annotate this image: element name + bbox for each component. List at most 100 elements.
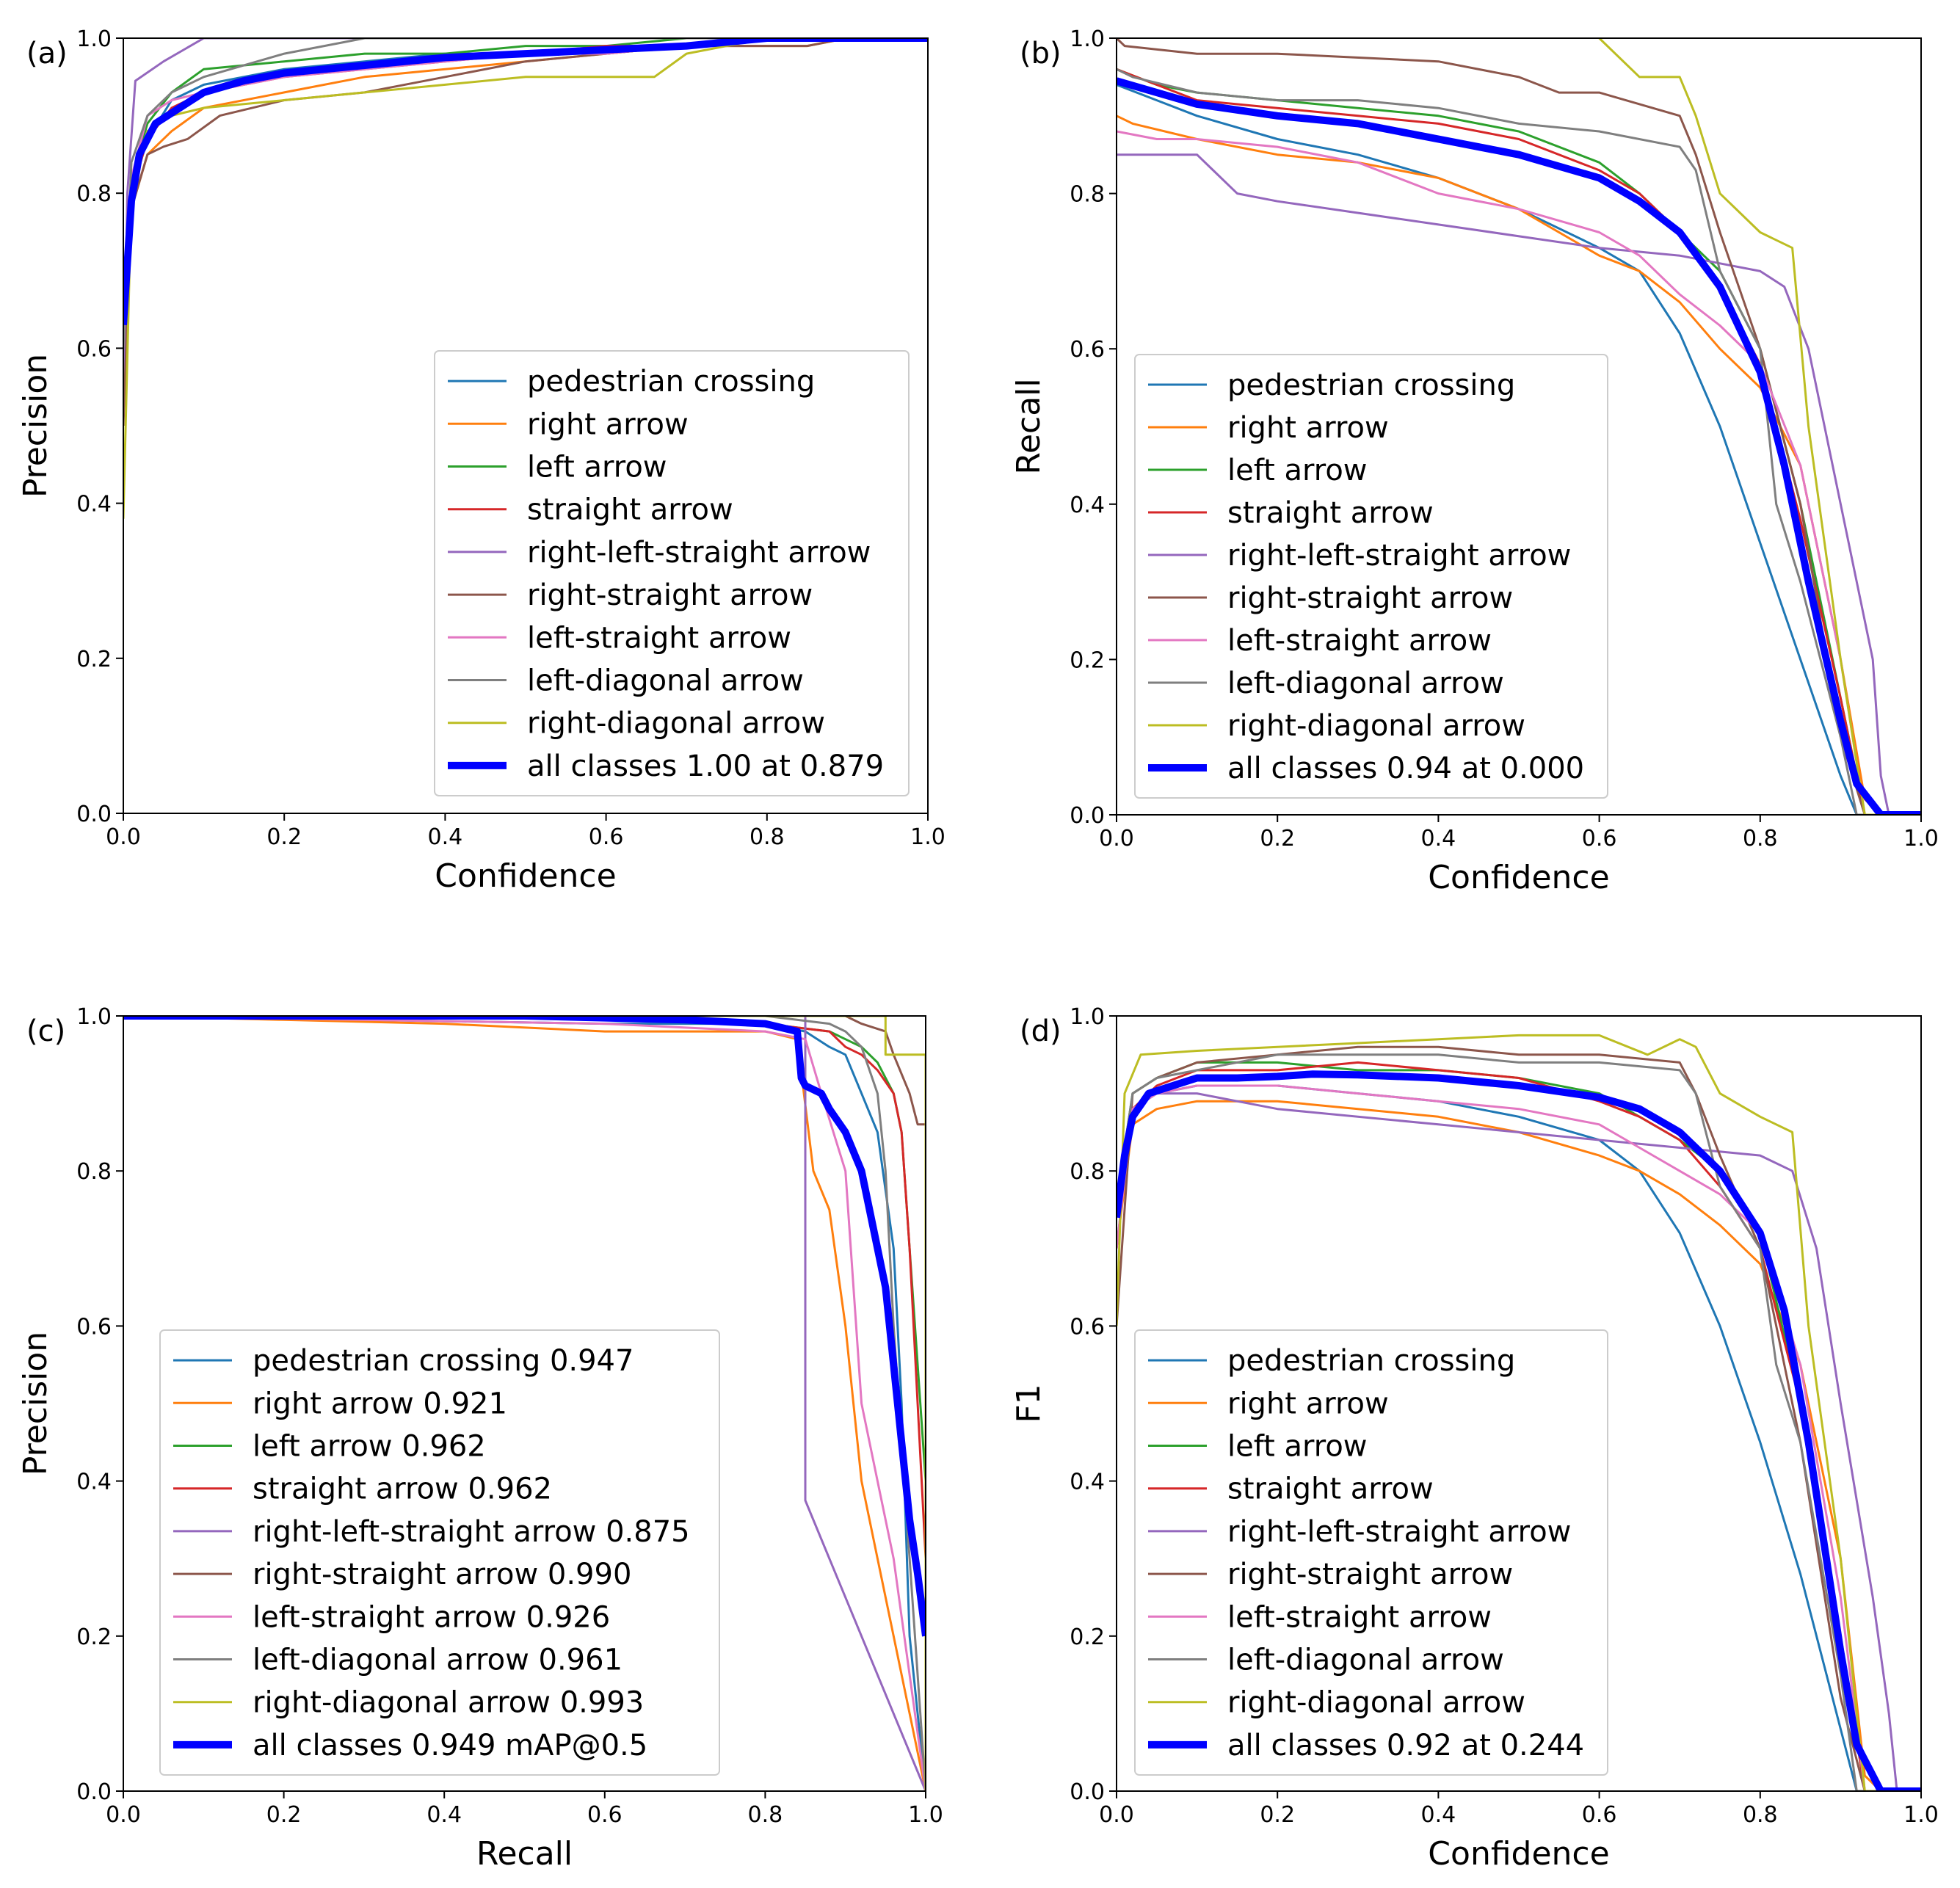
legend-entry: left-straight arrow	[1227, 1600, 1492, 1634]
series-line-9	[123, 1016, 926, 1637]
series-line-7	[123, 38, 928, 349]
legend-entry: right arrow 0.921	[253, 1387, 507, 1420]
legend-entry: right-diagonal arrow	[527, 707, 825, 741]
x-tick-label: 1.0	[908, 1802, 943, 1828]
y-tick-label: 0.6	[76, 1314, 112, 1340]
legend-entry: straight arrow 0.962	[253, 1473, 552, 1506]
y-tick-label: 0.0	[76, 1779, 112, 1805]
legend-entry: left-diagonal arrow	[1227, 667, 1504, 700]
series-line-7	[1117, 68, 1921, 815]
legend-entry: left arrow	[527, 451, 667, 484]
legend-entry: straight arrow	[1227, 1473, 1434, 1506]
series-line-7	[1117, 1053, 1921, 1791]
y-tick-label: 0.2	[76, 647, 112, 672]
legend-entry: right-straight arrow	[527, 578, 813, 612]
x-tick-label: 0.4	[1421, 826, 1456, 852]
legend-box	[159, 1329, 720, 1776]
y-tick-label: 1.0	[76, 1004, 112, 1030]
x-tick-label: 0.6	[589, 824, 624, 850]
legend: pedestrian crossing 0.947 right arrow 0.9…	[159, 1329, 720, 1776]
legend-entry: pedestrian crossing 0.947	[253, 1344, 634, 1378]
x-tick-label: 0.4	[428, 824, 463, 850]
series-line-8	[1117, 1034, 1921, 1791]
series-line-1	[123, 38, 928, 388]
legend-entry: left arrow	[1227, 454, 1368, 487]
legend: pedestrian crossing right arrow left arrow…	[434, 350, 910, 796]
y-axis-label: Recall	[1010, 378, 1048, 474]
x-tick-label: 0.6	[1582, 1802, 1617, 1828]
y-tick-label: 0.8	[1070, 182, 1105, 208]
x-tick-label: 0.0	[106, 1802, 141, 1828]
legend-entry: right-straight arrow	[1227, 581, 1513, 615]
x-tick-label: 0.8	[748, 1802, 783, 1828]
legend-entry: right-straight arrow 0.990	[253, 1558, 631, 1591]
series-line-5	[123, 38, 928, 426]
series-line-8	[123, 1016, 926, 1791]
series-line-6	[1117, 1084, 1921, 1791]
y-tick-label: 0.8	[76, 181, 112, 207]
plot-frame	[123, 37, 929, 814]
legend-entry: right-diagonal arrow 0.993	[253, 1686, 644, 1720]
legend-entry: pedestrian crossing	[527, 365, 815, 399]
y-tick-label: 1.0	[76, 26, 112, 52]
plot-frame	[1116, 1015, 1922, 1792]
y-tick-label: 0.2	[1070, 1624, 1105, 1650]
y-axis-label: Precision	[17, 354, 54, 498]
legend: pedestrian crossing right arrow left arrow…	[1134, 354, 1608, 799]
legend-entry: right-left-straight arrow	[1227, 539, 1571, 573]
x-tick-label: 0.2	[266, 824, 302, 850]
legend-entry: right arrow	[1227, 411, 1389, 445]
y-tick-label: 0.0	[1070, 803, 1105, 829]
x-tick-label: 0.4	[427, 1802, 462, 1828]
x-tick-label: 0.0	[1099, 1802, 1134, 1828]
legend-entry: left-diagonal arrow 0.961	[253, 1644, 623, 1677]
legend-entry: right-diagonal arrow	[1227, 709, 1525, 743]
series-line-9	[123, 38, 928, 326]
legend-entry: right-straight arrow	[1227, 1558, 1513, 1591]
series-lines	[123, 1016, 926, 1791]
legend-box	[434, 350, 910, 796]
plot-frame	[1116, 37, 1922, 816]
series-line-5	[123, 1016, 926, 1126]
series-lines	[1117, 38, 1921, 815]
x-tick-label: 0.0	[106, 824, 141, 850]
series-line-4	[1117, 1092, 1921, 1791]
x-tick-label: 0.8	[1743, 826, 1778, 852]
x-axis-label: Confidence	[1428, 859, 1609, 896]
legend-entry: right arrow	[527, 407, 689, 441]
series-lines	[1117, 1034, 1921, 1791]
x-tick-label: 1.0	[1903, 1802, 1939, 1828]
y-axis-label: Precision	[17, 1332, 54, 1475]
legend: pedestrian crossing right arrow left arrow…	[1134, 1329, 1608, 1776]
series-line-9	[1117, 1070, 1921, 1791]
y-tick-label: 0.6	[1070, 337, 1105, 363]
legend-entry: right-left-straight arrow 0.875	[253, 1515, 690, 1549]
x-tick-label: 0.0	[1099, 826, 1134, 852]
y-tick-label: 0.2	[76, 1624, 112, 1650]
legend-entry: left arrow 0.962	[253, 1430, 486, 1464]
y-tick-label: 1.0	[1070, 1004, 1105, 1030]
legend-entry: right-left-straight arrow	[527, 536, 871, 570]
panel-letter: (a)	[26, 37, 68, 70]
x-tick-label: 1.0	[1903, 826, 1939, 852]
legend-entry: pedestrian crossing	[1227, 1344, 1515, 1378]
panel-d: 0.0 0.2 0.4 0.6 0.8 1.0 0.0 0.2 0.4 0.6 0.8 1.0 Conf…	[1010, 1004, 1939, 1873]
y-tick-label: 1.0	[1070, 26, 1105, 52]
legend-entry: left-straight arrow 0.926	[253, 1600, 610, 1634]
series-lines	[123, 38, 928, 519]
legend-entry: all classes 0.94 at 0.000	[1227, 752, 1584, 785]
series-line-9	[1117, 77, 1921, 815]
series-line-6	[123, 38, 928, 349]
legend-box	[1134, 354, 1608, 799]
y-tick-label: 0.8	[76, 1159, 112, 1185]
panel-letter: (d)	[1020, 1014, 1061, 1048]
legend-entry: left-straight arrow	[527, 621, 791, 655]
y-tick-label: 0.6	[1070, 1314, 1105, 1340]
legend-entry: left-diagonal arrow	[1227, 1644, 1504, 1677]
y-tick-label: 0.4	[76, 1470, 112, 1495]
series-line-6	[123, 1016, 926, 1791]
legend-entry: all classes 0.92 at 0.244	[1227, 1729, 1584, 1762]
series-line-4	[1117, 153, 1921, 815]
x-axis-label: Confidence	[435, 857, 616, 895]
series-line-5	[1117, 1045, 1921, 1791]
